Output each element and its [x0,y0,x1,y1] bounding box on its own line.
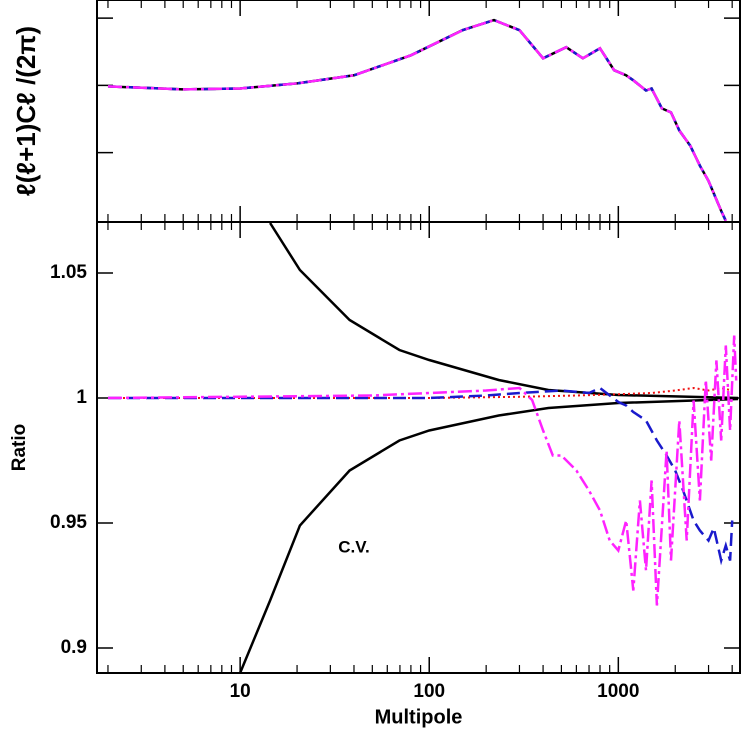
plot-area [107,222,739,673]
y-tick-label: 0.9 [61,637,87,658]
series-line [269,222,739,400]
panel-frame [96,221,741,674]
y-axis-label: Ratio [9,424,30,472]
series-line [108,386,733,399]
series-line [238,397,739,673]
x-tick-label: 1000 [597,681,639,702]
y-axis-label: ℓ(ℓ+1)Cℓ /(2π) [11,26,41,196]
series-line [107,335,738,606]
series-line [107,18,727,222]
annotation: C.V. [338,537,370,556]
y-tick-label: 0.95 [50,512,87,533]
y-tick-label: 1 [76,387,87,408]
series-line [107,18,727,222]
y-tick-label: 1.05 [50,262,87,283]
x-tick-label: 100 [413,681,445,702]
plot-area [107,18,727,222]
x-tick-label: 10 [230,681,251,702]
series-line [107,18,727,222]
series-line [108,386,734,566]
panel-frame [96,0,741,223]
x-axis-label: Multipole [375,706,463,728]
